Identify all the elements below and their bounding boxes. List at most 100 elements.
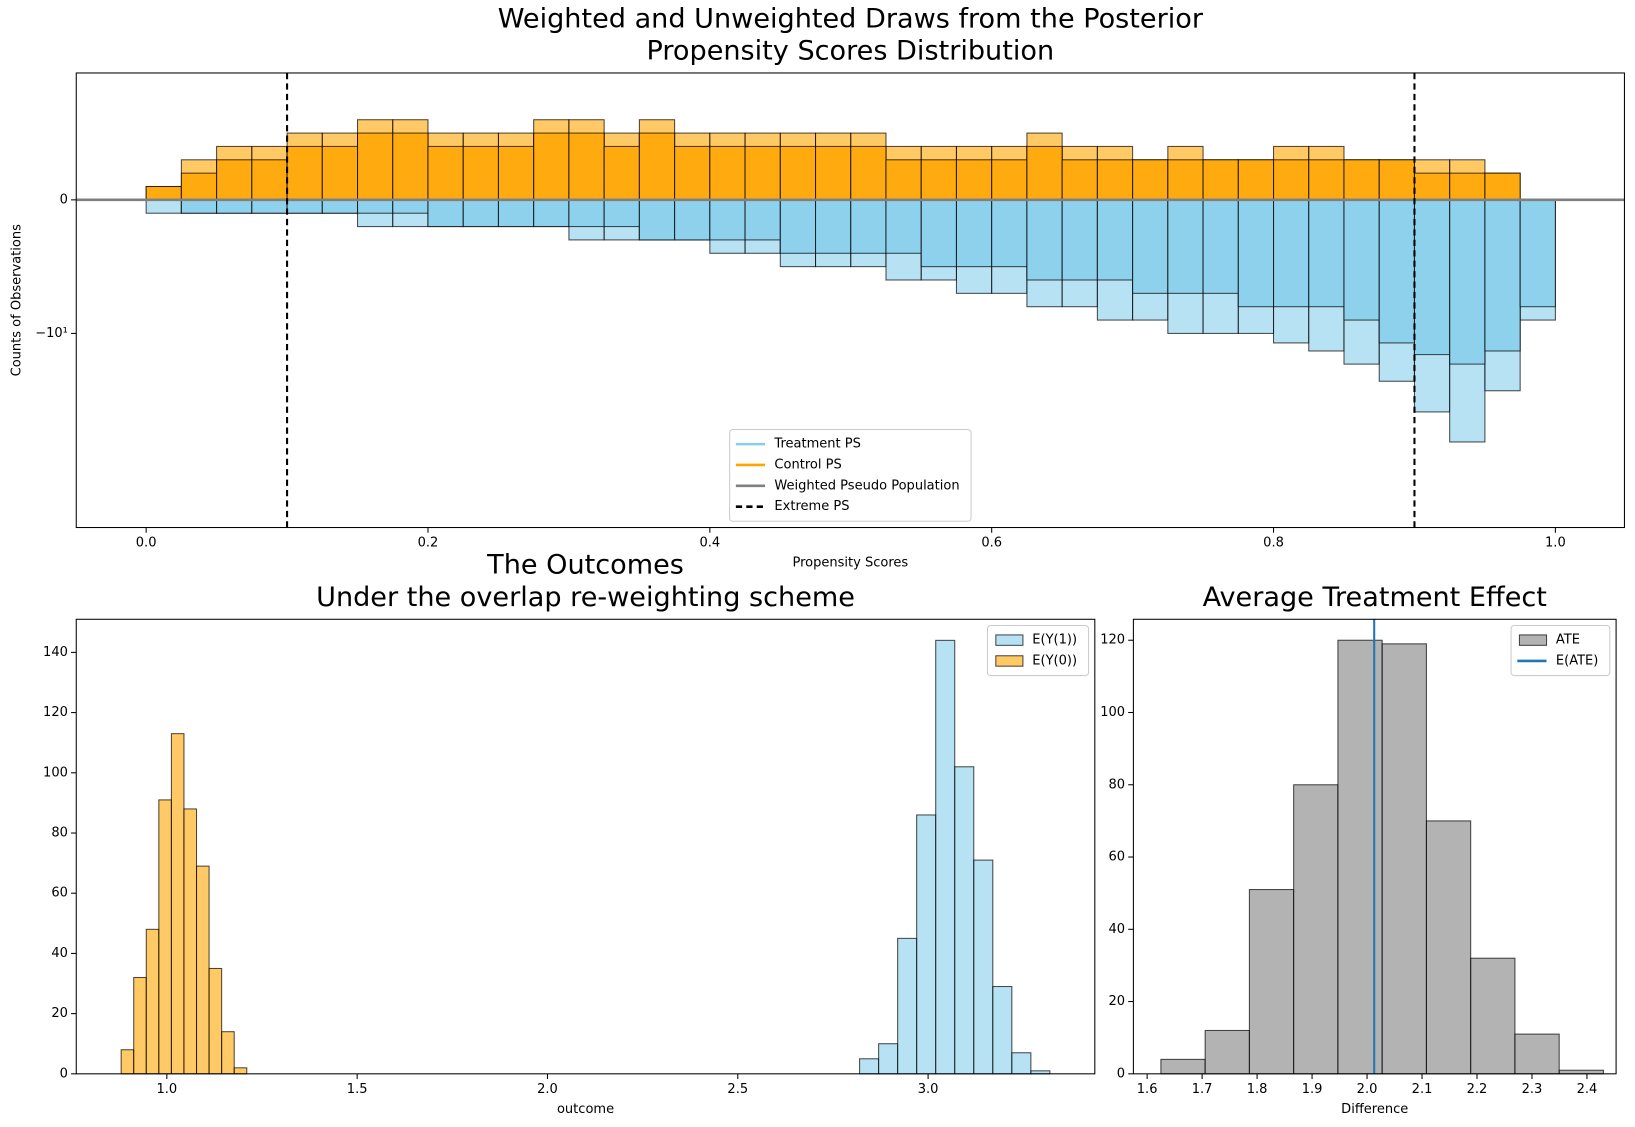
y-tick-label: 120 [43, 705, 68, 720]
bar [1558, 1069, 1604, 1075]
bar [991, 159, 1028, 201]
bar [1132, 199, 1169, 294]
legend-label: Control PS [774, 457, 841, 472]
bar [1096, 159, 1134, 201]
bar [1011, 1052, 1032, 1075]
bar [850, 199, 887, 254]
y-tick-label: 0 [1117, 1066, 1125, 1081]
x-tick-label: 1.6 [1137, 1082, 1158, 1097]
bar [1343, 159, 1380, 201]
x-tick-label: 2.4 [1577, 1082, 1598, 1097]
bar [955, 199, 993, 268]
x-tick-label: 1.0 [1545, 536, 1566, 551]
bar [286, 145, 323, 201]
bar [208, 967, 223, 1075]
bar [568, 132, 605, 201]
x-tick-label: 0.0 [136, 536, 157, 551]
x-axis-label: Propensity Scores [792, 555, 908, 570]
y-tick-label: 120 [1100, 633, 1125, 648]
bar [1470, 957, 1516, 1075]
bar [357, 199, 394, 214]
bar [1273, 159, 1310, 201]
bar [1381, 643, 1427, 1075]
bar [1293, 784, 1339, 1075]
bar [992, 986, 1013, 1075]
y-tick-label: 80 [1108, 777, 1125, 792]
bar [955, 159, 993, 201]
bar [568, 199, 605, 228]
bar [145, 199, 182, 214]
legend-swatch [995, 634, 1024, 646]
bar [1484, 172, 1521, 201]
x-tick-label: 0.8 [1263, 536, 1284, 551]
bar [286, 199, 323, 214]
x-tick-label: 0.6 [981, 536, 1002, 551]
bar [462, 145, 499, 201]
bar [180, 199, 218, 214]
y-tick-label: 100 [43, 765, 68, 780]
x-tick-label: 2.3 [1522, 1082, 1543, 1097]
bar [920, 159, 957, 201]
x-tick-label: 2.5 [727, 1082, 748, 1097]
bar [674, 199, 711, 241]
plot-frame [1132, 618, 1617, 1075]
x-tick-label: 1.9 [1302, 1082, 1323, 1097]
y-tick-label: 20 [51, 1006, 68, 1021]
bar [709, 145, 746, 201]
legend-label: E(Y(0)) [1032, 653, 1077, 668]
y-tick-label: 40 [51, 946, 68, 961]
legend-label: E(ATE) [1556, 653, 1598, 668]
bar [427, 145, 464, 201]
x-tick-label: 0.2 [418, 536, 439, 551]
bar [392, 199, 429, 214]
legend-label: ATE [1556, 633, 1580, 648]
bar [1308, 159, 1345, 201]
y-tick-label: 60 [51, 886, 68, 901]
bar [1413, 199, 1451, 356]
chart-title: Propensity Scores Distribution [647, 36, 1055, 67]
x-tick-label: 1.7 [1192, 1082, 1213, 1097]
bar [357, 132, 394, 201]
bar [497, 145, 535, 201]
bar [158, 799, 172, 1075]
bar [1237, 199, 1275, 308]
bar [1273, 199, 1310, 308]
bar [885, 199, 922, 254]
x-tick-label: 1.0 [156, 1082, 177, 1097]
x-tick-label: 0.4 [699, 536, 720, 551]
bar [1519, 199, 1556, 308]
bar [427, 199, 464, 228]
bar [1337, 639, 1383, 1075]
chart-title: Average Treatment Effect [1203, 582, 1547, 613]
bar [1132, 159, 1169, 201]
bar [1378, 199, 1415, 344]
bar [709, 199, 746, 241]
bar [1096, 199, 1134, 281]
bar [1248, 889, 1295, 1075]
bar [1449, 172, 1486, 201]
bar [1026, 145, 1063, 201]
bar [815, 145, 852, 201]
bar [674, 145, 711, 201]
x-tick-label: 1.5 [347, 1082, 368, 1097]
y-tick-label: 0 [60, 192, 68, 207]
y-axis-label: Counts of Observations [9, 224, 24, 377]
bar [897, 937, 918, 1075]
bar [1061, 159, 1098, 201]
chart-title: The Outcomes [486, 550, 684, 581]
bar [1202, 199, 1239, 294]
legend-swatch [995, 655, 1024, 667]
bar [744, 199, 781, 241]
bar [533, 132, 570, 201]
x-tick-label: 2.2 [1467, 1082, 1488, 1097]
y-tick-label: 100 [1100, 705, 1125, 720]
x-axis-label: outcome [557, 1102, 614, 1117]
bar [973, 859, 994, 1075]
bar [850, 145, 887, 201]
bar [1378, 159, 1415, 201]
legend-box [729, 429, 972, 522]
x-tick-label: 2.0 [1357, 1082, 1378, 1097]
bar [145, 928, 160, 1075]
bar [1160, 1058, 1206, 1075]
